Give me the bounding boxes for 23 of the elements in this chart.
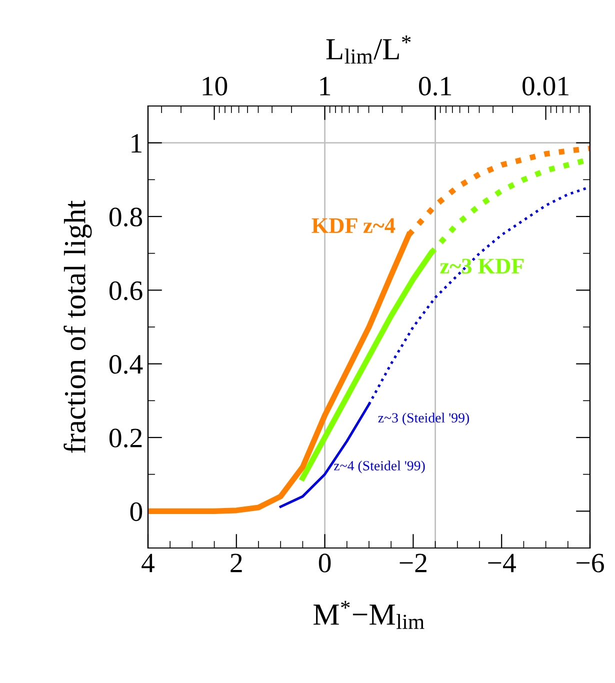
- y-tick-label: 0: [130, 502, 142, 522]
- x-tick-label: 2: [230, 554, 242, 572]
- x-tick-label: −2: [400, 554, 426, 572]
- x-tick-label: −4: [488, 554, 516, 572]
- x2-tick-label: 10: [202, 76, 228, 96]
- y-tick-label: 0.2: [109, 428, 142, 448]
- x2-tick-label: 0.01: [522, 76, 568, 96]
- y-axis-title: fraction of total light: [64, 200, 92, 453]
- x2-tick-label: 0.1: [418, 76, 451, 96]
- x2-tick-label: 1: [320, 76, 330, 96]
- x-tick-label: 0: [318, 554, 331, 572]
- series-label: z~3 KDF: [440, 258, 524, 274]
- x-tick-label: −6: [576, 554, 604, 572]
- y-tick-label: 0.4: [109, 355, 143, 374]
- x-axis-title: M$^{*}$−M$_{lim}$: [314, 600, 424, 629]
- y-tick-label: 0.6: [109, 281, 142, 300]
- y-tick-label: 1: [132, 134, 142, 152]
- y-tick-label: 0.8: [109, 208, 142, 227]
- annotation: z~4 (Steidel '99): [334, 460, 425, 474]
- series-label: KDF z~4: [312, 218, 396, 233]
- x-tick-label: 4: [142, 554, 155, 572]
- series-label: z~3 (Steidel '99): [378, 412, 470, 426]
- x2-axis-title: L$_{lim}$/L$^{*}$: [326, 35, 411, 64]
